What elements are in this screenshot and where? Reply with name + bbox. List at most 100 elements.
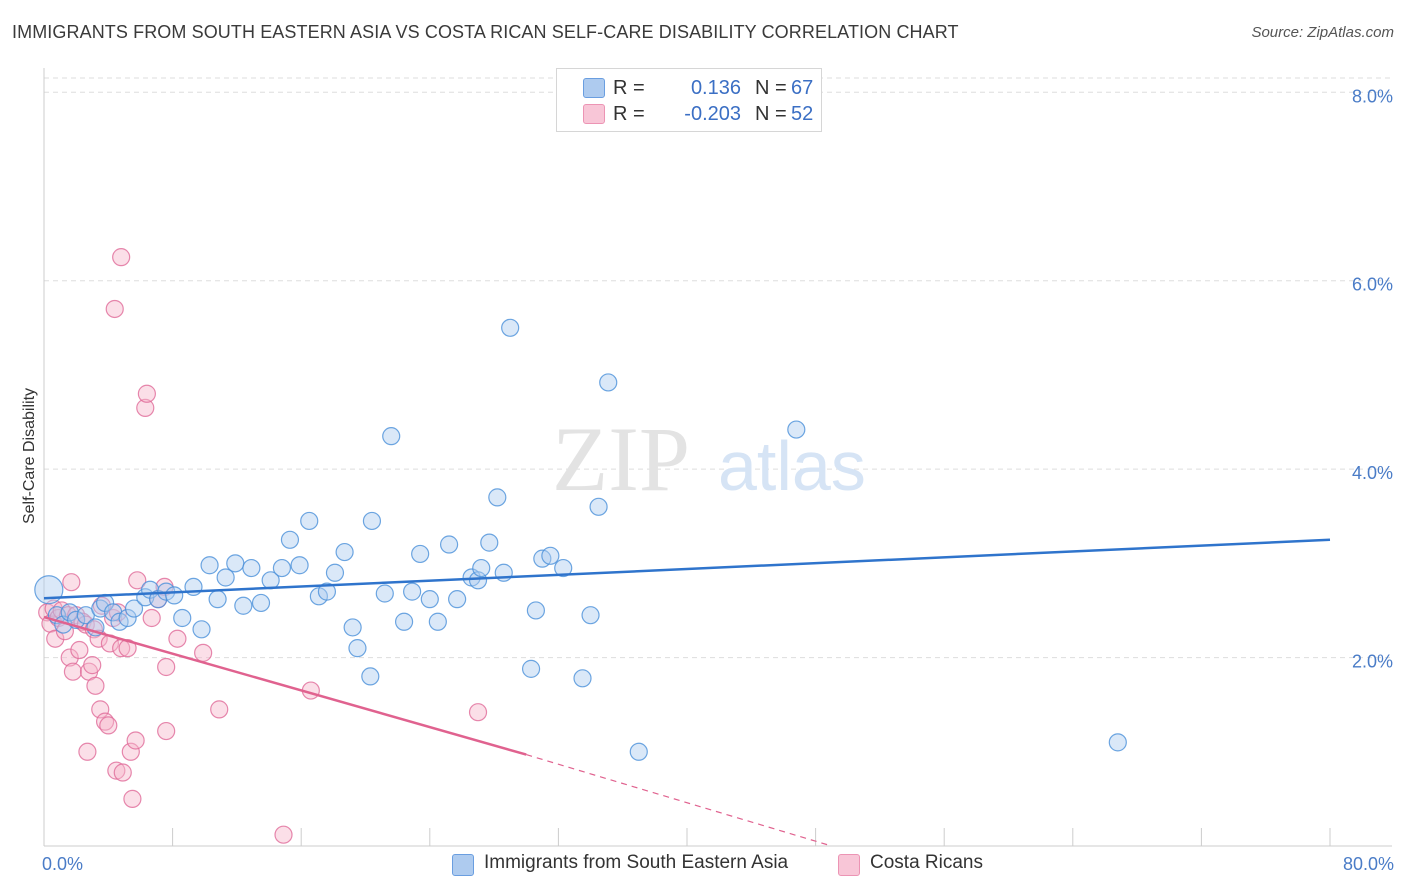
n-label: N =: [755, 103, 787, 125]
immigrants-point: [521, 659, 541, 678]
immigrants-point: [192, 620, 211, 639]
immigrants-point: [488, 488, 507, 507]
immigrants-point: [173, 608, 192, 628]
immigrants-point: [348, 639, 367, 658]
immigrants-point: [251, 593, 271, 613]
immigrants-point: [165, 586, 184, 605]
immigrants-point: [787, 420, 806, 439]
n-value: 52: [791, 103, 814, 125]
costa-ricans-point: [78, 742, 97, 761]
immigrants-point: [573, 669, 592, 688]
costa-ricans-point: [137, 384, 156, 403]
immigrants-point: [118, 608, 137, 628]
costa-ricans-trend-extension: [526, 754, 832, 847]
costa-ricans-point: [126, 731, 145, 750]
immigrants-point: [554, 558, 573, 578]
costa-ricans-point: [46, 629, 65, 648]
y-tick-label: 4.0%: [1352, 463, 1393, 483]
immigrants-point: [280, 530, 300, 549]
immigrants-point: [200, 556, 219, 575]
r-label: R =: [613, 77, 645, 99]
immigrants-point: [300, 511, 319, 531]
x-tick-max: 80.0%: [1343, 854, 1394, 874]
watermark-atlas: atlas: [718, 427, 866, 505]
immigrants-point: [382, 427, 401, 446]
watermark-zip: ZIP: [552, 408, 690, 510]
immigrants-point: [272, 558, 292, 578]
grid-layer: 2.0% 4.0% 6.0% 8.0%: [44, 77, 1393, 672]
series-immigrants-points: [34, 318, 1127, 761]
trend-layer: [43, 538, 1331, 847]
immigrants-point: [403, 582, 422, 601]
immigrants-point: [480, 533, 499, 552]
costa-ricans-point: [83, 656, 102, 675]
immigrants-point: [394, 612, 414, 631]
immigrants-point: [290, 556, 309, 575]
y-axis-title: Self-Care Disability: [21, 388, 38, 524]
costa-ricans-point: [107, 761, 126, 780]
immigrants-point: [325, 563, 345, 582]
costa-ricans-point: [112, 248, 131, 267]
costa-ricans-point: [168, 629, 187, 648]
costa-ricans-point: [210, 700, 229, 719]
r-value: 0.136: [690, 77, 741, 99]
legend-swatch-blue: [452, 854, 474, 876]
costa-ricans-point: [142, 608, 161, 628]
costa-ricans-point: [92, 596, 111, 615]
costa-ricans-point: [157, 657, 176, 677]
legend-swatch-pink: [583, 104, 605, 124]
y-tick-label: 6.0%: [1352, 275, 1393, 295]
legend-swatch-blue: [583, 78, 605, 98]
immigrants-point: [541, 546, 560, 565]
immigrants-trend-line: [43, 538, 1331, 600]
costa-ricans-point: [60, 648, 79, 667]
immigrants-point: [361, 667, 380, 686]
immigrants-point: [335, 542, 354, 562]
n-label: N =: [755, 77, 787, 99]
immigrants-point: [234, 596, 253, 615]
immigrants-point: [439, 535, 459, 554]
immigrants-point: [428, 612, 447, 631]
r-value: -0.203: [684, 103, 741, 125]
watermark: ZIP atlas: [552, 408, 866, 510]
costa-ricans-point: [86, 676, 105, 695]
immigrants-point: [1108, 733, 1127, 752]
immigrants-point: [124, 599, 144, 618]
costa-ricans-point: [99, 716, 118, 735]
immigrants-point: [317, 582, 337, 601]
legend-label-costa-ricans: Costa Ricans: [870, 852, 983, 873]
immigrants-point: [362, 511, 382, 531]
immigrants-point: [589, 497, 608, 516]
chart-title: IMMIGRANTS FROM SOUTH EASTERN ASIA VS CO…: [12, 22, 959, 42]
axes-layer: [43, 68, 1392, 847]
costa-ricans-point: [62, 573, 81, 592]
costa-ricans-point: [70, 640, 89, 660]
costa-ricans-point: [468, 703, 488, 722]
immigrants-point: [375, 584, 394, 603]
n-value: 67: [791, 77, 814, 99]
immigrants-point: [526, 601, 545, 620]
immigrants-point: [343, 618, 362, 637]
immigrants-point: [448, 590, 467, 609]
immigrants-point: [501, 318, 520, 337]
immigrants-point: [208, 590, 227, 609]
immigrants-point: [581, 606, 600, 625]
y-tick-label: 8.0%: [1352, 86, 1393, 106]
x-tick-min: 0.0%: [42, 854, 83, 874]
immigrants-point: [472, 558, 491, 578]
costa-ricans-point: [194, 643, 213, 662]
immigrants-point: [242, 558, 261, 578]
immigrants-point: [34, 575, 64, 605]
costa-ricans-point: [121, 742, 140, 761]
immigrants-point: [629, 742, 648, 761]
immigrants-point: [599, 373, 618, 392]
costa-ricans-point: [123, 789, 142, 808]
costa-ricans-point: [157, 721, 176, 741]
immigrants-point: [411, 544, 430, 564]
costa-ricans-point: [274, 825, 293, 844]
immigrants-point: [420, 590, 439, 609]
immigrants-point: [226, 554, 245, 573]
r-label: R =: [613, 103, 645, 125]
costa-ricans-trend-line: [43, 615, 527, 756]
